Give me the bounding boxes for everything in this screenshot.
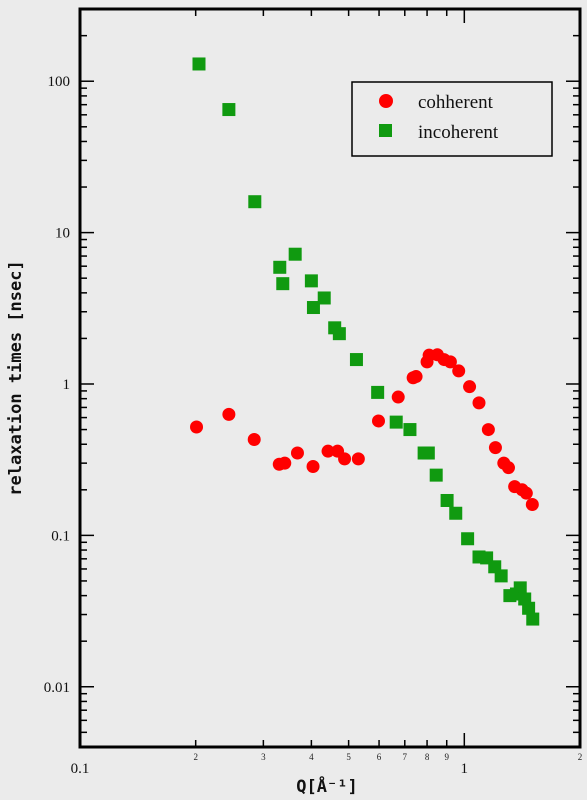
y-tick-label: 0.1 <box>51 528 70 544</box>
data-point-incoherent <box>449 506 463 520</box>
data-point-cohherent <box>190 420 204 434</box>
data-point-cohherent <box>501 461 515 475</box>
legend-label-cohherent: cohherent <box>418 92 494 113</box>
x-minor-tick-label: 8 <box>425 752 430 762</box>
data-point-cohherent <box>481 423 495 437</box>
data-point-incoherent <box>513 581 527 595</box>
data-point-cohherent <box>371 414 385 428</box>
data-point-cohherent <box>247 432 261 446</box>
data-point-cohherent <box>222 407 236 421</box>
data-point-cohherent <box>290 446 304 460</box>
data-point-incoherent <box>288 247 302 261</box>
data-point-cohherent <box>278 456 292 470</box>
legend-marker-incoherent <box>379 124 392 137</box>
data-point-incoherent <box>332 327 346 341</box>
data-point-cohherent <box>338 452 352 466</box>
data-point-incoherent <box>526 612 540 626</box>
data-point-incoherent <box>192 57 206 71</box>
data-point-cohherent <box>306 460 320 474</box>
data-point-incoherent <box>349 353 363 367</box>
y-tick-label: 10 <box>55 226 70 242</box>
legend: cohherent incoherent <box>351 81 553 157</box>
data-point-incoherent <box>429 468 443 482</box>
data-point-incoherent <box>273 260 287 274</box>
data-point-incoherent <box>461 532 475 546</box>
data-point-cohherent <box>472 396 486 410</box>
x-minor-tick-label: 7 <box>403 752 408 762</box>
data-point-cohherent <box>391 390 405 404</box>
x-minor-tick-label: 5 <box>346 752 351 762</box>
x-minor-tick-label: 2 <box>578 752 583 762</box>
axis-ticks <box>79 8 581 748</box>
data-point-cohherent <box>351 452 365 466</box>
data-point-incoherent <box>403 423 417 437</box>
data-point-incoherent <box>494 569 508 583</box>
x-tick-label: 0.1 <box>71 761 90 777</box>
x-minor-tick-label: 3 <box>261 752 266 762</box>
data-point-incoherent <box>371 385 385 399</box>
axis-tick-labels: 0.1 1 2 3 4 5 6 7 8 9 2 100 10 1 0.1 0.01 <box>44 74 583 777</box>
x-minor-tick-label: 9 <box>444 752 449 762</box>
data-points <box>190 57 540 626</box>
data-point-incoherent <box>248 195 262 209</box>
data-point-cohherent <box>409 370 423 384</box>
y-tick-label: 1 <box>63 377 71 393</box>
data-point-cohherent <box>443 355 457 369</box>
data-point-incoherent <box>276 277 290 291</box>
data-point-incoherent <box>304 274 318 288</box>
data-point-cohherent <box>525 497 539 511</box>
data-point-incoherent <box>317 291 331 305</box>
x-minor-tick-label: 4 <box>309 752 314 762</box>
y-tick-label: 0.01 <box>44 680 70 696</box>
data-point-incoherent <box>421 446 435 460</box>
x-minor-tick-label: 2 <box>193 752 198 762</box>
data-point-incoherent <box>440 493 454 507</box>
data-point-cohherent <box>519 486 533 500</box>
data-point-incoherent <box>222 103 236 117</box>
data-point-incoherent <box>306 301 320 315</box>
data-point-incoherent <box>522 601 536 615</box>
y-axis-title: relaxation times [nsec] <box>6 260 26 495</box>
legend-marker-cohherent <box>379 94 393 108</box>
x-tick-label: 1 <box>461 761 469 777</box>
legend-label-incoherent: incoherent <box>418 122 499 143</box>
data-point-cohherent <box>488 441 502 455</box>
x-axis-title: Q[Å⁻¹] <box>296 774 357 797</box>
x-minor-tick-label: 6 <box>377 752 382 762</box>
data-point-cohherent <box>463 380 477 394</box>
data-point-incoherent <box>389 415 403 429</box>
y-tick-label: 100 <box>48 74 71 90</box>
data-point-cohherent <box>321 444 335 458</box>
data-point-cohherent <box>452 364 466 378</box>
